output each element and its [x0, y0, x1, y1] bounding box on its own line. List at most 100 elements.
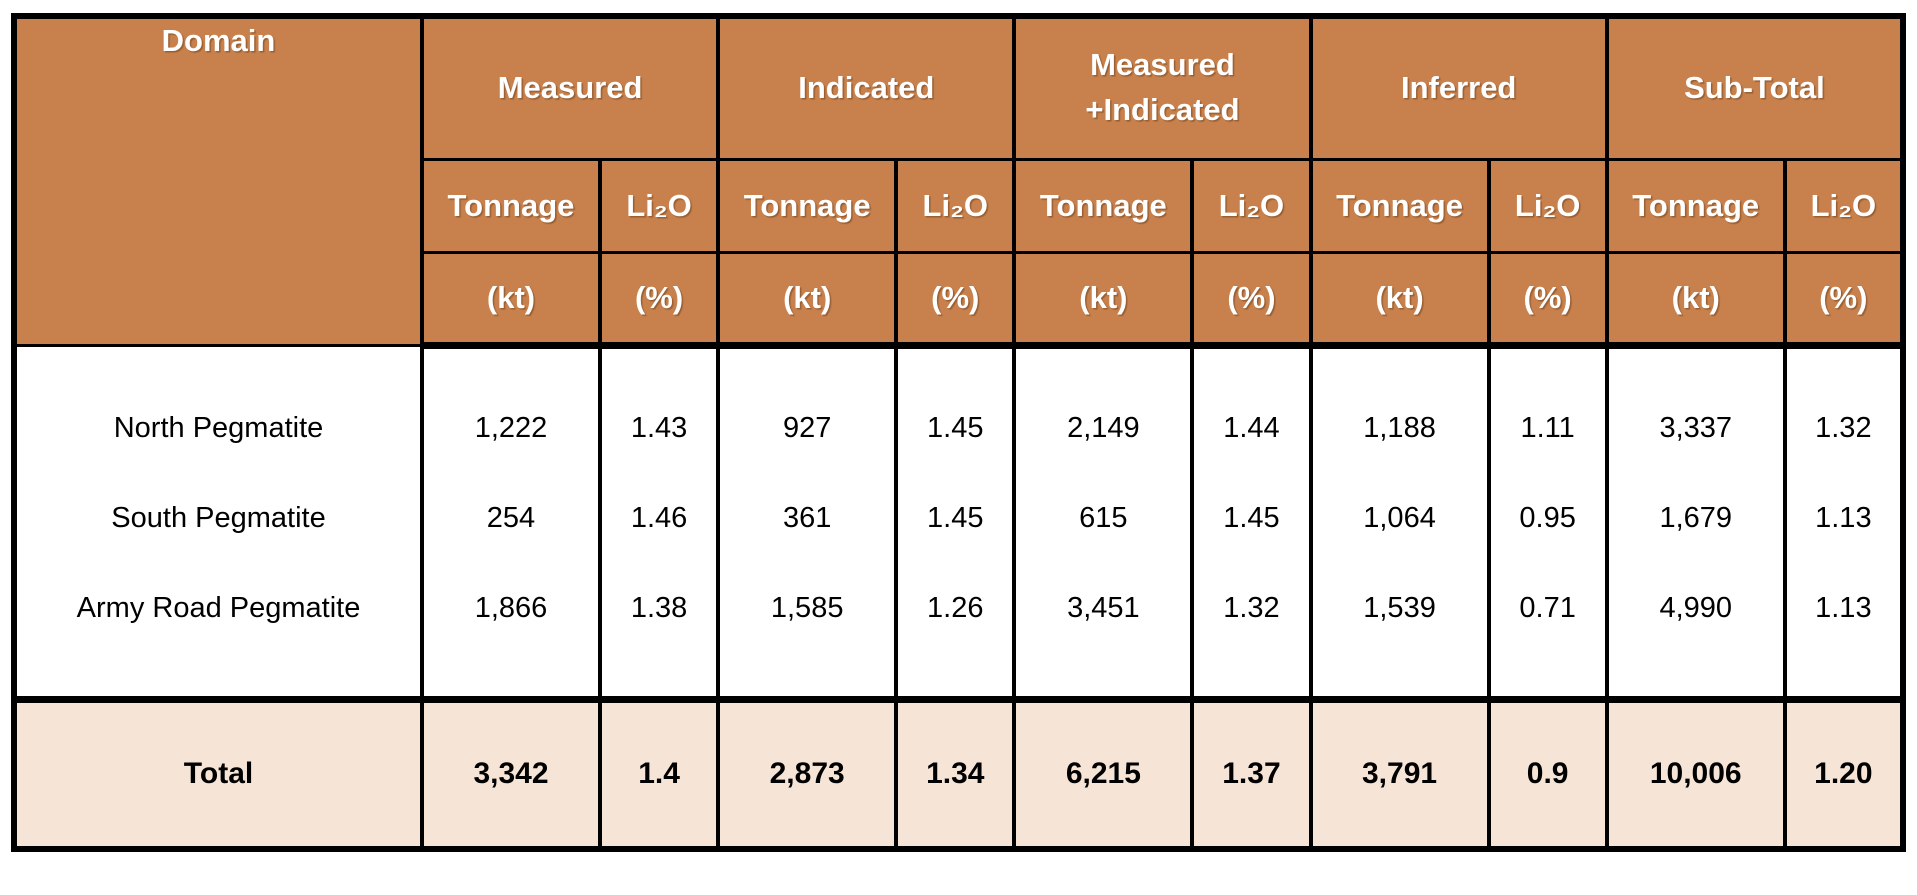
cell-measured-indicated-tonnage: 615 [1012, 473, 1195, 563]
header-group-measured: Measured [420, 14, 721, 161]
table-row-army-road-pegmatite: Army Road Pegmatite 1,866 1.38 1,585 1.2… [11, 563, 1906, 653]
unit-pct-inferred: (%) [1486, 250, 1609, 349]
subheader-grade-subtotal: Li₂O [1782, 157, 1906, 254]
cell-subtotal-tonnage: 1,679 [1604, 473, 1787, 563]
cell-measured-grade: 1.43 [597, 383, 721, 473]
table-body: North Pegmatite 1,222 1.43 927 1.45 2,14… [11, 345, 1906, 699]
spacer-cell [716, 653, 899, 699]
group-header-row: Domain Measured Indicated Measured +Indi… [11, 14, 1906, 347]
cell-indicated-grade: 1.26 [894, 563, 1017, 653]
spacer-row [11, 653, 1906, 699]
cell-indicated-grade: 1.45 [894, 383, 1017, 473]
spacer-cell [11, 653, 425, 699]
cell-inferred-tonnage: 1,539 [1308, 563, 1491, 653]
spacer-cell [11, 345, 425, 383]
table-row-total: Total 3,342 1.4 2,873 1.34 6,215 1.37 3,… [11, 695, 1906, 852]
cell-inferred-tonnage: 1,064 [1308, 473, 1491, 563]
unit-pct-indicated: (%) [894, 250, 1017, 349]
subheader-tonnage-subtotal: Tonnage [1604, 157, 1787, 254]
unit-kt-measured: (kt) [420, 250, 602, 349]
total-indicated-grade: 1.34 [894, 695, 1017, 852]
cell-inferred-grade: 0.95 [1486, 473, 1609, 563]
total-subtotal-grade: 1.20 [1782, 695, 1906, 852]
total-measured-grade: 1.4 [597, 695, 721, 852]
subheader-tonnage-measured: Tonnage [420, 157, 602, 254]
total-subtotal-tonnage: 10,006 [1604, 695, 1787, 852]
table-header: Domain Measured Indicated Measured +Indi… [11, 14, 1906, 349]
spacer-cell [1782, 345, 1906, 383]
spacer-cell [597, 345, 721, 383]
cell-subtotal-grade: 1.13 [1782, 563, 1906, 653]
subheader-tonnage-measured-indicated: Tonnage [1012, 157, 1195, 254]
cell-inferred-grade: 0.71 [1486, 563, 1609, 653]
total-measured-indicated-tonnage: 6,215 [1012, 695, 1195, 852]
row-domain: Army Road Pegmatite [11, 563, 425, 653]
spacer-cell [1604, 345, 1787, 383]
row-domain: South Pegmatite [11, 473, 425, 563]
cell-measured-grade: 1.38 [597, 563, 721, 653]
header-group-indicated: Indicated [716, 14, 1017, 161]
cell-measured-indicated-grade: 1.45 [1190, 473, 1313, 563]
spacer-cell [1782, 653, 1906, 699]
spacer-cell [1190, 345, 1313, 383]
spacer-cell [420, 345, 602, 383]
table-row-south-pegmatite: South Pegmatite 254 1.46 361 1.45 615 1.… [11, 473, 1906, 563]
table-row-north-pegmatite: North Pegmatite 1,222 1.43 927 1.45 2,14… [11, 383, 1906, 473]
header-domain: Domain [11, 14, 425, 347]
unit-pct-subtotal: (%) [1782, 250, 1906, 349]
cell-measured-indicated-grade: 1.44 [1190, 383, 1313, 473]
subheader-tonnage-inferred: Tonnage [1308, 157, 1491, 254]
header-group-subtotal: Sub-Total [1604, 14, 1906, 161]
cell-subtotal-grade: 1.32 [1782, 383, 1906, 473]
table-footer: Total 3,342 1.4 2,873 1.34 6,215 1.37 3,… [11, 695, 1906, 852]
unit-kt-indicated: (kt) [716, 250, 899, 349]
subheader-row: Tonnage Li₂O Tonnage Li₂O Tonnage Li₂O T… [14, 157, 1906, 254]
spacer-cell [894, 653, 1017, 699]
spacer-cell [1308, 653, 1491, 699]
unit-kt-measured-indicated: (kt) [1012, 250, 1195, 349]
cell-measured-tonnage: 254 [420, 473, 602, 563]
spacer-cell [420, 653, 602, 699]
unit-kt-inferred: (kt) [1308, 250, 1491, 349]
spacer-cell [1486, 653, 1609, 699]
spacer-cell [597, 653, 721, 699]
cell-measured-tonnage: 1,866 [420, 563, 602, 653]
total-inferred-grade: 0.9 [1486, 695, 1609, 852]
unit-pct-measured-indicated: (%) [1190, 250, 1313, 349]
subheader-grade-measured-indicated: Li₂O [1190, 157, 1313, 254]
cell-measured-indicated-tonnage: 2,149 [1012, 383, 1195, 473]
spacer-cell [1308, 345, 1491, 383]
cell-indicated-tonnage: 361 [716, 473, 899, 563]
subheader-grade-indicated: Li₂O [894, 157, 1017, 254]
cell-subtotal-tonnage: 3,337 [1604, 383, 1787, 473]
header-group-measured-indicated: Measured +Indicated [1012, 14, 1313, 161]
cell-measured-indicated-grade: 1.32 [1190, 563, 1313, 653]
units-row: (kt) (%) (kt) (%) (kt) (%) (kt) (%) (kt)… [14, 250, 1906, 349]
cell-measured-grade: 1.46 [597, 473, 721, 563]
unit-pct-measured: (%) [597, 250, 721, 349]
cell-inferred-tonnage: 1,188 [1308, 383, 1491, 473]
spacer-cell [1486, 345, 1609, 383]
cell-subtotal-grade: 1.13 [1782, 473, 1906, 563]
spacer-cell [716, 345, 899, 383]
cell-indicated-grade: 1.45 [894, 473, 1017, 563]
spacer-cell [894, 345, 1017, 383]
subheader-tonnage-indicated: Tonnage [716, 157, 899, 254]
total-measured-tonnage: 3,342 [420, 695, 602, 852]
spacer-cell [1012, 653, 1195, 699]
cell-measured-indicated-tonnage: 3,451 [1012, 563, 1195, 653]
spacer-cell [1190, 653, 1313, 699]
cell-subtotal-tonnage: 4,990 [1604, 563, 1787, 653]
cell-inferred-grade: 1.11 [1486, 383, 1609, 473]
spacer-cell [1604, 653, 1787, 699]
total-indicated-tonnage: 2,873 [716, 695, 899, 852]
total-inferred-tonnage: 3,791 [1308, 695, 1491, 852]
spacer-cell [1012, 345, 1195, 383]
row-domain: North Pegmatite [11, 383, 425, 473]
header-group-inferred: Inferred [1308, 14, 1609, 161]
total-label: Total [11, 695, 425, 852]
subheader-grade-measured: Li₂O [597, 157, 721, 254]
spacer-row [11, 345, 1906, 383]
subheader-grade-inferred: Li₂O [1486, 157, 1609, 254]
